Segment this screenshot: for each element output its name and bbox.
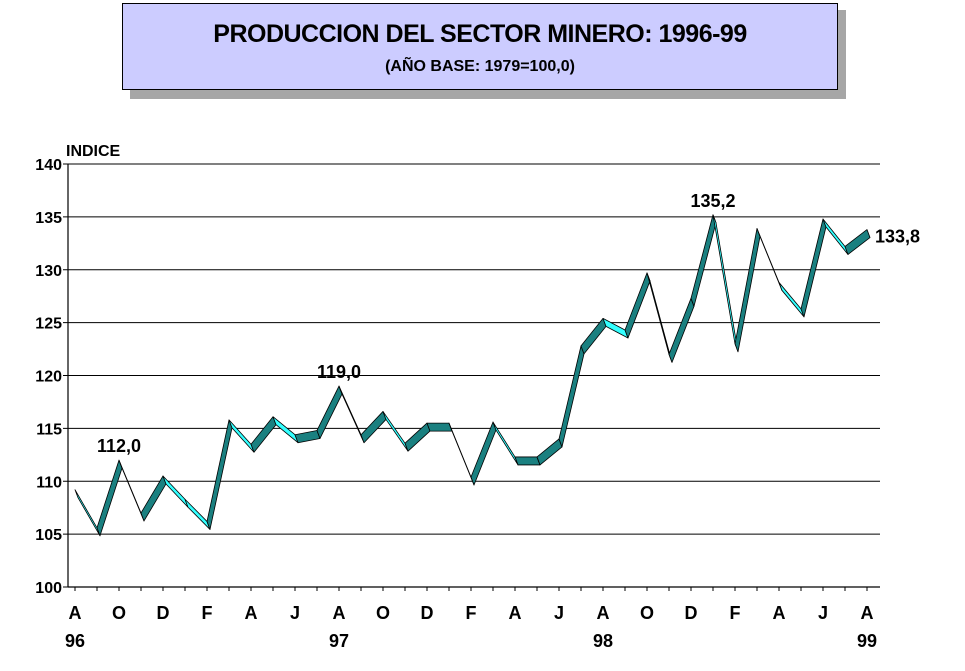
series-segment — [712, 214, 739, 353]
series-segment — [558, 345, 585, 448]
y-tick-label: 105 — [35, 527, 62, 544]
x-tick-label: D — [685, 603, 698, 623]
x-tick-label: O — [112, 603, 126, 623]
series-segment — [536, 438, 563, 466]
x-tick-label: A — [597, 603, 610, 623]
series-segment — [844, 229, 871, 255]
y-tick-label: 130 — [35, 263, 62, 280]
data-label: 133,8 — [875, 227, 920, 247]
series-segment — [162, 475, 189, 508]
series-segment — [338, 385, 365, 444]
series-segment — [800, 218, 827, 318]
chart-subtitle: (AÑO BASE: 1979=100,0) — [385, 58, 575, 75]
x-tick-label: A — [861, 603, 874, 623]
x-tick-label: D — [421, 603, 434, 623]
series-segment — [624, 272, 651, 339]
series-segment — [426, 422, 453, 432]
x-tick-label: J — [554, 603, 564, 623]
series-segment — [580, 317, 607, 355]
x-tick-label: A — [333, 603, 346, 623]
x-tick-label: F — [466, 603, 477, 623]
series-segment — [646, 272, 673, 363]
series-segment — [250, 416, 277, 453]
y-tick-label: 115 — [36, 421, 62, 438]
series-segment — [668, 297, 695, 363]
series-segment — [360, 411, 387, 444]
x-year-label: 98 — [593, 631, 613, 651]
series-segment — [382, 411, 409, 452]
data-label: 112,0 — [97, 436, 141, 456]
series-segment — [602, 317, 629, 339]
x-tick-label: D — [157, 603, 170, 623]
y-tick-label: 140 — [35, 157, 62, 174]
x-tick-label: A — [245, 603, 258, 623]
x-year-label: 96 — [65, 631, 85, 651]
series-segment — [778, 282, 805, 318]
series-segment — [448, 422, 475, 486]
data-label: 119,0 — [317, 362, 361, 382]
title-box: PRODUCCION DEL SECTOR MINERO: 1996-99 (A… — [122, 3, 838, 90]
x-tick-label: A — [509, 603, 522, 623]
x-tick-label: J — [290, 603, 300, 623]
y-tick-label: 110 — [36, 474, 62, 491]
y-tick-label: 135 — [35, 210, 62, 227]
series-segment — [514, 456, 541, 466]
series-segment — [272, 416, 299, 444]
series-segment — [140, 475, 167, 522]
chart-title: PRODUCCION DEL SECTOR MINERO: 1996-99 — [213, 20, 747, 48]
series-segment — [316, 385, 343, 439]
series-segment — [734, 228, 761, 353]
y-tick-label: 100 — [35, 580, 62, 597]
x-tick-label: F — [202, 603, 213, 623]
series-segment — [74, 489, 101, 537]
x-tick-label: A — [773, 603, 786, 623]
x-tick-label: O — [376, 603, 390, 623]
x-year-label: 99 — [857, 631, 877, 651]
series-segment — [118, 459, 145, 522]
x-tick-label: A — [69, 603, 82, 623]
series-segment — [96, 459, 123, 537]
series-segment — [206, 419, 233, 530]
series-segment — [404, 422, 431, 452]
y-tick-label: 125 — [35, 316, 62, 333]
data-label: 135,2 — [690, 191, 735, 211]
y-tick-label: 120 — [35, 369, 62, 386]
series-segment — [184, 498, 211, 530]
x-tick-label: O — [640, 603, 654, 623]
series-segment — [228, 419, 255, 453]
y-axis-label: INDICE — [66, 143, 121, 160]
series-segment — [294, 430, 321, 444]
x-tick-label: J — [818, 603, 828, 623]
series-segment — [822, 218, 849, 255]
series-segment — [470, 421, 497, 486]
series-segment — [690, 214, 717, 307]
x-tick-label: F — [730, 603, 741, 623]
x-year-label: 97 — [329, 631, 349, 651]
series-segment — [756, 228, 783, 291]
